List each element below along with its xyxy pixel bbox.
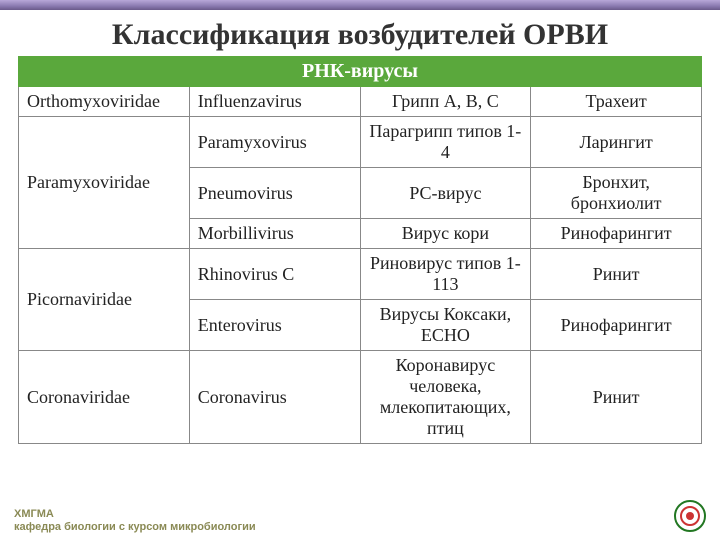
cell-genus: Rhinovirus C	[189, 249, 360, 300]
cell-virus: РС-вирус	[360, 168, 531, 219]
cell-genus: Morbillivirus	[189, 219, 360, 249]
institution-logo-icon	[674, 500, 706, 532]
cell-disease: Ларингит	[531, 117, 702, 168]
cell-disease: Бронхит, бронхиолит	[531, 168, 702, 219]
table-header-label: РНК-вирусы	[19, 57, 702, 87]
cell-virus: Риновирус типов 1-113	[360, 249, 531, 300]
cell-virus: Вирус кори	[360, 219, 531, 249]
cell-virus: Парагрипп типов 1-4	[360, 117, 531, 168]
table-row: Paramyxoviridae Paramyxovirus Парагрипп …	[19, 117, 702, 168]
logo-inner-icon	[680, 506, 700, 526]
cell-family: Picornaviridae	[19, 249, 190, 351]
cell-virus: Вирусы Коксаки, ECHO	[360, 300, 531, 351]
cell-disease: Трахеит	[531, 87, 702, 117]
decorative-top-bar	[0, 0, 720, 10]
table-row: Coronaviridae Coronavirus Коронавирус че…	[19, 351, 702, 444]
cell-genus: Enterovirus	[189, 300, 360, 351]
footer-line1: ХМГМА	[14, 508, 256, 521]
cell-family: Orthomyxoviridae	[19, 87, 190, 117]
cell-disease: Ринит	[531, 249, 702, 300]
cell-disease: Ринофарингит	[531, 219, 702, 249]
cell-genus: Pneumovirus	[189, 168, 360, 219]
table-row: Orthomyxoviridae Influenzavirus Грипп А,…	[19, 87, 702, 117]
cell-virus: Коронавирус человека, млекопитающих, пти…	[360, 351, 531, 444]
cell-genus: Influenzavirus	[189, 87, 360, 117]
table-header-row: РНК-вирусы	[19, 57, 702, 87]
cell-genus: Paramyxovirus	[189, 117, 360, 168]
cell-genus: Coronavirus	[189, 351, 360, 444]
cell-family: Coronaviridae	[19, 351, 190, 444]
footer-line2: кафедра биологии с курсом микробиологии	[14, 521, 256, 534]
footer: ХМГМА кафедра биологии с курсом микробио…	[14, 508, 256, 534]
slide: Классификация возбудителей ОРВИ РНК-виру…	[0, 10, 720, 540]
cell-disease: Ринит	[531, 351, 702, 444]
cell-disease: Ринофарингит	[531, 300, 702, 351]
cell-virus: Грипп А, В, С	[360, 87, 531, 117]
table-row: Picornaviridae Rhinovirus C Риновирус ти…	[19, 249, 702, 300]
classification-table: РНК-вирусы Orthomyxoviridae Influenzavir…	[18, 56, 702, 444]
cell-family: Paramyxoviridae	[19, 117, 190, 249]
page-title: Классификация возбудителей ОРВИ	[18, 18, 702, 52]
